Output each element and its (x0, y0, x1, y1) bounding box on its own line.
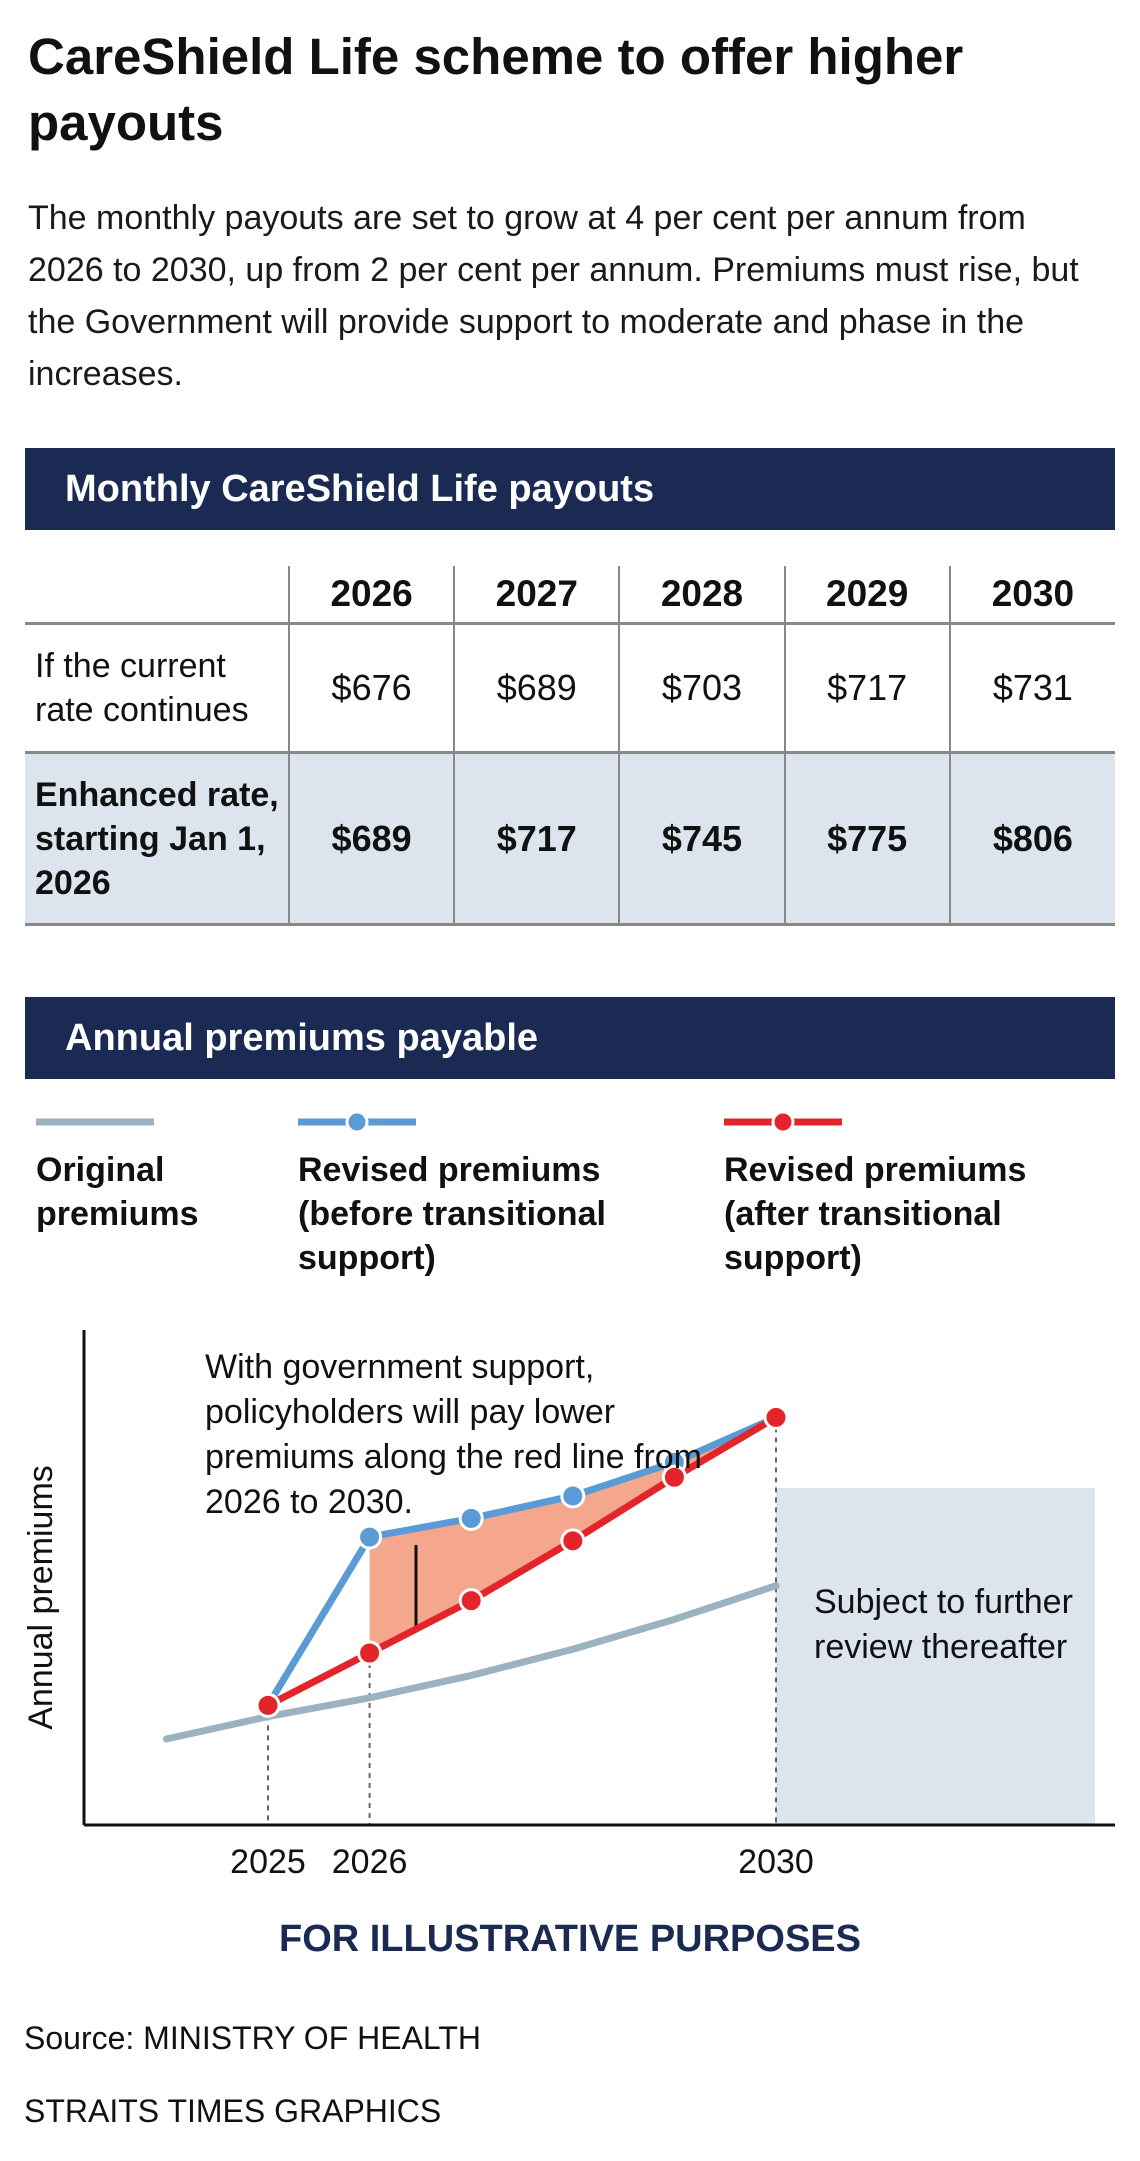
enhanced-rate-value: $775 (783, 752, 950, 926)
premiums-header: Annual premiums payable (25, 997, 1115, 1079)
annotation-text: With government support, policyholders w… (205, 1348, 703, 1521)
data-point-revised-premiums-after-transitional-support (357, 1640, 383, 1666)
data-point-revised-premiums-before-transitional-support (560, 1483, 586, 1509)
page-title: CareShield Life scheme to offer higher p… (28, 28, 964, 151)
enhanced-rate-value: $689 (287, 752, 455, 926)
current-rate-row: If the current rate continues $676 $689 … (25, 623, 1115, 754)
year-guides (267, 1417, 777, 1825)
current-rate-value: $676 (287, 623, 455, 754)
legend-revised-after: Revised premiums (after transitional sup… (724, 1110, 1104, 1280)
year-header: 2026 (287, 566, 455, 625)
legend-revised-before: Revised premiums (before transitional su… (298, 1110, 668, 1280)
data-point-revised-premiums-after-transitional-support (661, 1464, 687, 1490)
data-point-revised-premiums-after-transitional-support (458, 1588, 484, 1614)
current-rate-value: $717 (783, 623, 950, 754)
data-point-revised-premiums-after-transitional-support (763, 1404, 789, 1430)
credit-text: STRAITS TIMES GRAPHICS (24, 2093, 442, 2129)
x-tick-label: 2025 (230, 1843, 306, 1881)
y-axis-label: Annual premiums (22, 1465, 60, 1730)
enhanced-rate-value: $717 (453, 752, 620, 926)
current-rate-value: $703 (618, 623, 785, 754)
enhanced-rate-label: Enhanced rate, starting Jan 1, 2026 (25, 752, 289, 926)
x-tick-label: 2030 (738, 1843, 814, 1881)
legend-original-label: Original premiums (36, 1151, 199, 1233)
current-rate-value: $731 (948, 623, 1115, 754)
legend-revised-before-label: Revised premiums (before transitional su… (298, 1151, 606, 1277)
empty-corner-cell (25, 566, 289, 625)
legend-revised-before-swatch (298, 1110, 416, 1134)
payouts-table: 2026 2027 2028 2029 2030 If the current … (25, 566, 1115, 926)
data-point-revised-premiums-after-transitional-support (560, 1528, 586, 1554)
legend-original-swatch (36, 1118, 154, 1126)
x-tick-label: 2026 (332, 1843, 408, 1881)
data-point-revised-premiums-before-transitional-support (357, 1524, 383, 1550)
series-line-revised-premiums-before-transitional-support (264, 1413, 780, 1709)
series-layer (162, 1404, 789, 1743)
enhanced-rate-row: Enhanced rate, starting Jan 1, 2026 $689… (25, 752, 1115, 926)
legend-original: Original premiums (36, 1110, 256, 1236)
illustrative-note: FOR ILLUSTRATIVE PURPOSES (278, 1918, 861, 1960)
year-header: 2029 (783, 566, 950, 625)
payouts-header: Monthly CareShield Life payouts (25, 448, 1115, 530)
x-tick-labels: 2025 2026 2030 (230, 1843, 814, 1881)
payouts-year-row: 2026 2027 2028 2029 2030 (25, 566, 1115, 625)
year-header: 2027 (453, 566, 620, 625)
current-rate-label: If the current rate continues (25, 623, 289, 754)
data-point-revised-premiums-before-transitional-support (458, 1505, 484, 1531)
data-point-revised-premiums-after-transitional-support (255, 1692, 281, 1718)
year-header: 2030 (948, 566, 1115, 625)
premiums-chart: Annual premiums 2025 2026 2030 (22, 1330, 1115, 1881)
review-region (776, 1488, 1095, 1825)
year-header: 2028 (618, 566, 785, 625)
enhanced-rate-value: $806 (948, 752, 1115, 926)
source-text: Source: MINISTRY OF HEALTH (24, 2020, 481, 2056)
intro-paragraph: The monthly payouts are set to grow at 4… (28, 199, 1079, 393)
legend-revised-after-label: Revised premiums (after transitional sup… (724, 1151, 1027, 1277)
review-note: Subject to further review thereafter (814, 1583, 1073, 1666)
enhanced-rate-value: $745 (618, 752, 785, 926)
current-rate-value: $689 (453, 623, 620, 754)
series-line-revised-premiums-after-transitional-support (264, 1413, 780, 1709)
legend-revised-after-swatch (724, 1110, 842, 1134)
